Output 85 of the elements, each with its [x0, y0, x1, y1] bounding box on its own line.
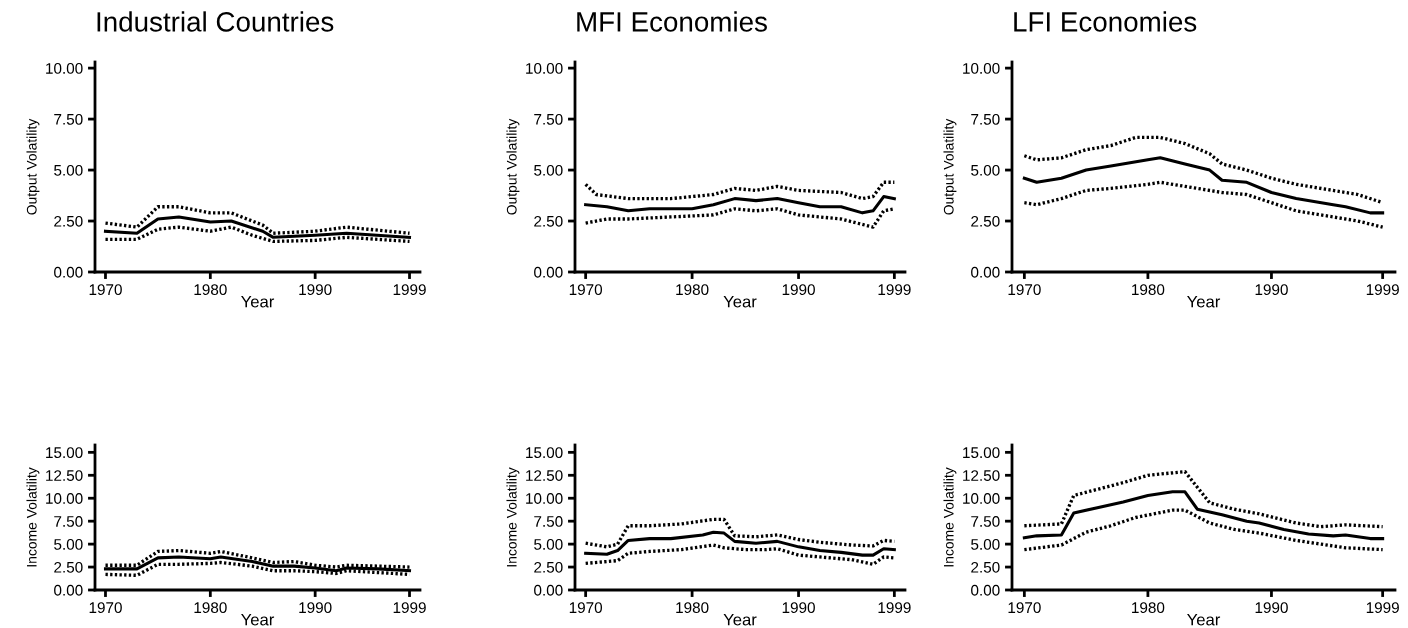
x-axis-title: Year — [241, 295, 275, 308]
line-series — [1022, 180, 1385, 229]
y-tick-label: 0.00 — [54, 584, 83, 596]
x-tick-label: 1970 — [569, 602, 603, 614]
y-tick-label: 0.00 — [54, 266, 83, 278]
y-tick-label: 2.50 — [54, 215, 83, 227]
line-series — [1022, 508, 1385, 552]
y-axis-title: Output Volatility — [943, 118, 957, 215]
x-tick-label: 1999 — [1366, 602, 1399, 614]
y-axis-title: Output Volatility — [26, 118, 40, 215]
x-tick-label: 1980 — [194, 284, 227, 296]
x-tick-label: 1970 — [89, 602, 122, 614]
line-series — [584, 195, 896, 215]
y-tick-label: 15.00 — [526, 447, 563, 459]
x-tick-label: 1990 — [782, 284, 815, 296]
y-tick-label: 0.00 — [971, 266, 1000, 278]
y-axis-title: Income Volatility — [26, 467, 40, 567]
y-tick-label: 15.00 — [46, 447, 83, 459]
x-tick-label: 1970 — [569, 284, 603, 296]
y-tick-label: 0.00 — [534, 266, 563, 278]
line-series — [1022, 469, 1385, 529]
y-tick-label: 15.00 — [963, 447, 1000, 459]
y-tick-label: 5.00 — [534, 538, 563, 550]
y-axis-title: Income Volatility — [506, 467, 520, 567]
x-tick-label: 1980 — [676, 602, 709, 614]
x-axis-title: Year — [1187, 613, 1221, 626]
chart-title: Industrial Countries — [97, 11, 334, 32]
line-series — [584, 530, 896, 557]
y-tick-label: 7.50 — [534, 113, 563, 125]
y-axis-title: Income Volatility — [943, 467, 957, 567]
y-tick-label: 5.00 — [971, 538, 1000, 550]
y-tick-label: 7.50 — [971, 113, 1000, 125]
x-tick-label: 1999 — [878, 602, 911, 614]
x-tick-label: 1980 — [1132, 284, 1165, 296]
y-tick-label: 12.50 — [963, 470, 1000, 481]
line-series — [1022, 490, 1385, 541]
x-tick-label: 1999 — [393, 602, 426, 614]
line-series — [103, 548, 412, 569]
y-tick-label: 7.50 — [971, 516, 1000, 527]
y-tick-label: 7.50 — [534, 516, 563, 527]
y-tick-label: 0.00 — [971, 584, 1000, 596]
y-tick-label: 10.00 — [46, 493, 83, 504]
y-tick-label: 2.50 — [54, 561, 83, 573]
x-tick-label: 1990 — [299, 602, 332, 614]
line-series — [583, 180, 897, 201]
y-tick-label: 5.00 — [971, 164, 1000, 176]
line-series — [103, 205, 412, 235]
x-tick-label: 1970 — [89, 284, 122, 296]
y-tick-label: 7.50 — [54, 516, 83, 527]
x-tick-label: 1980 — [1132, 602, 1165, 614]
x-tick-label: 1980 — [194, 602, 227, 614]
x-tick-label: 1999 — [393, 284, 426, 296]
x-tick-label: 1990 — [1255, 602, 1288, 614]
y-tick-label: 2.50 — [971, 561, 1000, 573]
y-tick-label: 7.50 — [54, 113, 83, 125]
x-tick-label: 1970 — [1008, 284, 1041, 296]
y-axis-title: Output Volatility — [506, 118, 520, 215]
y-tick-label: 10.00 — [963, 493, 1000, 504]
y-tick-label: 2.50 — [534, 561, 563, 573]
x-tick-label: 1990 — [299, 284, 332, 296]
x-tick-label: 1970 — [1008, 602, 1041, 614]
x-tick-label: 1980 — [676, 284, 709, 296]
x-tick-label: 1999 — [878, 284, 911, 296]
x-axis-title: Year — [1187, 295, 1221, 308]
y-tick-label: 5.00 — [534, 164, 563, 176]
y-tick-label: 10.00 — [46, 62, 83, 74]
x-axis-title: Year — [241, 613, 275, 626]
y-tick-label: 10.00 — [526, 62, 563, 74]
y-tick-label: 10.00 — [526, 493, 563, 504]
y-tick-label: 5.00 — [54, 164, 83, 176]
x-tick-label: 1990 — [782, 602, 815, 614]
y-tick-label: 0.00 — [534, 584, 563, 596]
x-tick-label: 1999 — [1366, 284, 1399, 296]
x-axis-title: Year — [723, 295, 757, 308]
line-series — [1022, 156, 1385, 215]
x-axis-title: Year — [723, 613, 757, 626]
y-tick-label: 12.50 — [46, 470, 83, 481]
y-tick-label: 2.50 — [971, 215, 1000, 227]
y-tick-label: 5.00 — [54, 538, 83, 550]
chart-title: LFI Economies — [1014, 11, 1197, 32]
chart-title: MFI Economies — [577, 11, 767, 32]
x-tick-label: 1990 — [1255, 284, 1288, 296]
y-tick-label: 10.00 — [963, 62, 1000, 74]
y-tick-label: 12.50 — [526, 470, 563, 481]
y-tick-label: 2.50 — [534, 215, 563, 227]
